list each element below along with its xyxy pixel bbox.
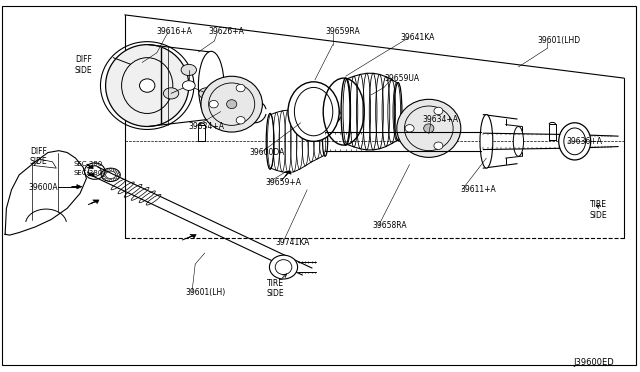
Text: 39600DA: 39600DA bbox=[250, 148, 285, 157]
Ellipse shape bbox=[199, 88, 214, 99]
FancyArrow shape bbox=[284, 171, 291, 176]
Bar bbox=[549, 124, 556, 140]
Text: 39741KA: 39741KA bbox=[275, 238, 310, 247]
Text: 39626+A: 39626+A bbox=[208, 27, 244, 36]
FancyArrow shape bbox=[125, 62, 134, 65]
Ellipse shape bbox=[181, 64, 196, 76]
Text: 39616+A: 39616+A bbox=[157, 27, 193, 36]
Ellipse shape bbox=[434, 142, 443, 150]
Text: 39601(LHD: 39601(LHD bbox=[538, 36, 580, 45]
Text: SEC.380: SEC.380 bbox=[74, 161, 103, 167]
Text: 39601(LH): 39601(LH) bbox=[186, 288, 226, 296]
Ellipse shape bbox=[559, 123, 591, 160]
Text: J39600ED: J39600ED bbox=[573, 358, 614, 367]
FancyArrow shape bbox=[87, 172, 94, 176]
Ellipse shape bbox=[163, 88, 179, 99]
Ellipse shape bbox=[201, 76, 262, 132]
Text: TIRE
SIDE: TIRE SIDE bbox=[266, 279, 284, 298]
FancyArrow shape bbox=[91, 200, 99, 203]
Ellipse shape bbox=[434, 107, 443, 115]
Text: 39634+A: 39634+A bbox=[422, 115, 458, 124]
Text: 39658RA: 39658RA bbox=[372, 221, 407, 230]
Text: TIRE
SIDE: TIRE SIDE bbox=[589, 201, 607, 220]
Text: 39634+A: 39634+A bbox=[189, 122, 225, 131]
Text: 39600A: 39600A bbox=[29, 183, 58, 192]
FancyArrow shape bbox=[72, 185, 82, 189]
Ellipse shape bbox=[236, 116, 245, 124]
Ellipse shape bbox=[405, 125, 414, 132]
Text: 39659+A: 39659+A bbox=[266, 178, 301, 187]
Text: DIFF
SIDE: DIFF SIDE bbox=[74, 55, 92, 75]
Ellipse shape bbox=[236, 84, 245, 92]
Ellipse shape bbox=[227, 100, 237, 109]
Ellipse shape bbox=[106, 45, 189, 126]
Ellipse shape bbox=[198, 51, 224, 120]
Ellipse shape bbox=[480, 115, 493, 168]
FancyArrow shape bbox=[86, 164, 93, 169]
Text: DIFF
SIDE: DIFF SIDE bbox=[29, 147, 47, 166]
Ellipse shape bbox=[209, 100, 218, 108]
Text: 39641KA: 39641KA bbox=[400, 33, 435, 42]
Text: 39636+A: 39636+A bbox=[566, 137, 602, 146]
Ellipse shape bbox=[288, 82, 339, 141]
Text: 39659RA: 39659RA bbox=[325, 27, 360, 36]
FancyArrow shape bbox=[188, 234, 196, 238]
Ellipse shape bbox=[140, 79, 155, 92]
Ellipse shape bbox=[397, 99, 461, 157]
Text: 39659UA: 39659UA bbox=[384, 74, 419, 83]
Ellipse shape bbox=[513, 126, 524, 156]
Bar bbox=[198, 125, 205, 141]
Text: 39611+A: 39611+A bbox=[461, 185, 497, 194]
Text: SEC.380: SEC.380 bbox=[74, 170, 103, 176]
Ellipse shape bbox=[424, 124, 434, 133]
Ellipse shape bbox=[269, 255, 298, 279]
Ellipse shape bbox=[182, 81, 195, 90]
